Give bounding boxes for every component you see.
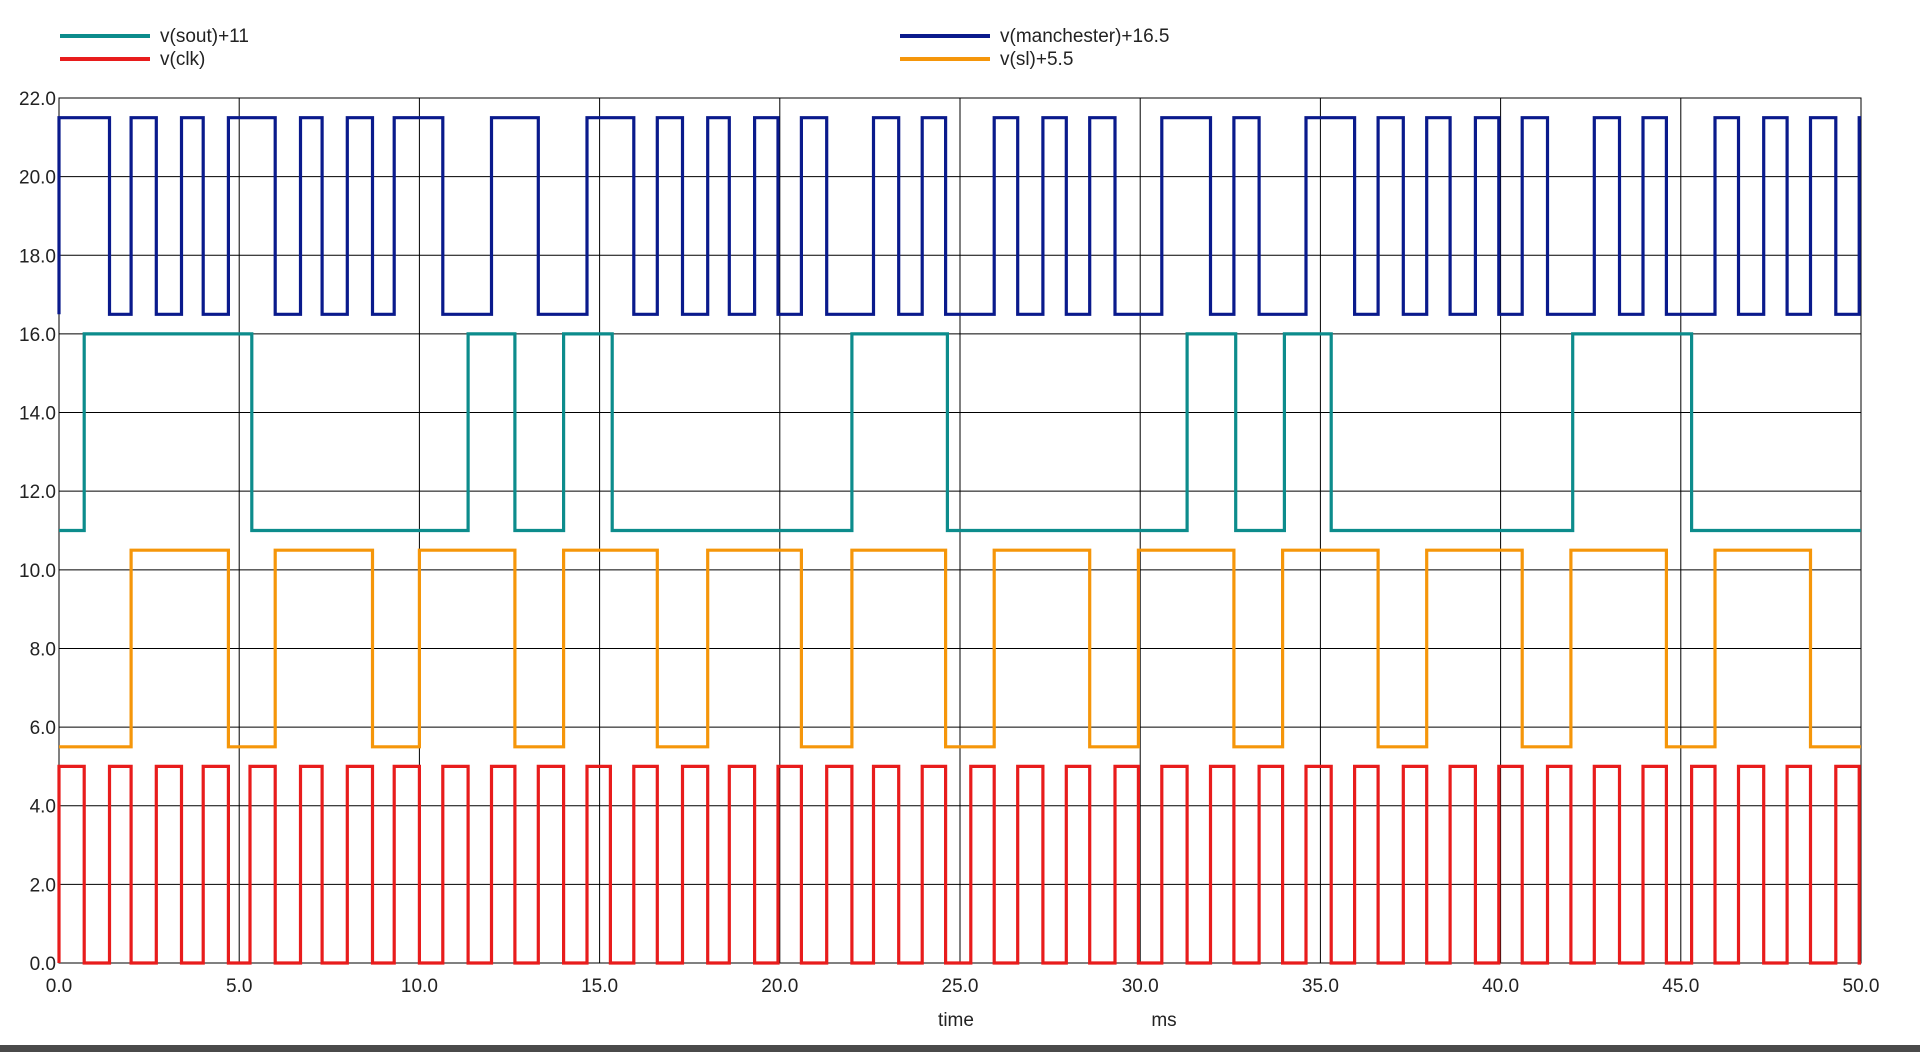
y-tick-label: 22.0 [19, 89, 56, 110]
y-tick-label: 18.0 [19, 246, 56, 267]
y-tick-label: 0.0 [30, 954, 56, 975]
y-tick-label: 4.0 [30, 797, 56, 818]
legend-label: v(manchester)+16.5 [1000, 26, 1170, 47]
y-tick-label: 14.0 [19, 404, 56, 425]
x-tick-label: 5.0 [226, 976, 252, 997]
series-line [59, 548, 1861, 749]
x-axis-label: time [938, 1010, 974, 1031]
x-tick-label: 40.0 [1482, 976, 1519, 997]
series-line [59, 332, 1861, 533]
y-tick-label: 6.0 [30, 718, 56, 739]
x-axis-ticks: 0.0 5.0 10.0 15.0 20.0 25.0 30.0 35.0 40.0 45.0 50… [46, 976, 1880, 997]
y-tick-label: 20.0 [19, 168, 56, 189]
y-tick-label: 2.0 [30, 875, 56, 896]
x-tick-label: 50.0 [1843, 976, 1880, 997]
legend-label: v(sout)+11 [160, 26, 249, 47]
window-bottom-border [0, 1045, 1920, 1052]
y-tick-label: 12.0 [19, 482, 56, 503]
x-tick-label: 35.0 [1302, 976, 1339, 997]
y-axis-ticks: 0.0 2.0 4.0 6.0 8.0 10.0 12.0 14.0 16.0 18.0 20.0 2… [19, 89, 56, 975]
series-line [57, 116, 1861, 316]
legend: v(sout)+11v(clk) v(manchester)+16.5v(sl)+… [60, 26, 1170, 70]
series-line [57, 764, 1861, 965]
x-tick-label: 15.0 [581, 976, 618, 997]
x-axis-unit: ms [1151, 1010, 1176, 1031]
x-tick-label: 25.0 [942, 976, 979, 997]
x-tick-label: 45.0 [1662, 976, 1699, 997]
x-tick-label: 0.0 [46, 976, 72, 997]
y-tick-label: 8.0 [30, 639, 56, 660]
x-tick-label: 30.0 [1122, 976, 1159, 997]
series-layer [57, 116, 1861, 965]
legend-label: v(clk) [160, 49, 205, 70]
x-tick-label: 20.0 [761, 976, 798, 997]
y-tick-label: 16.0 [19, 325, 56, 346]
legend-label: v(sl)+5.5 [1000, 49, 1073, 70]
y-tick-label: 10.0 [19, 561, 56, 582]
x-tick-label: 10.0 [401, 976, 438, 997]
